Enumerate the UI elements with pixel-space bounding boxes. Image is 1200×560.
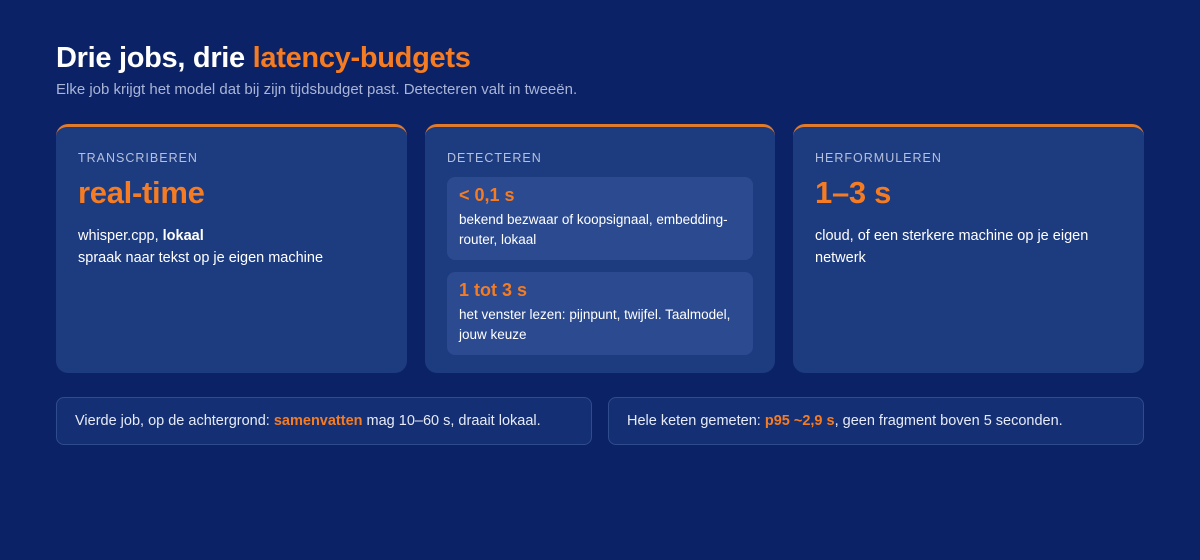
note-chain-measured: Hele keten gemeten: p95 ~2,9 s, geen fra… [608, 397, 1144, 445]
title-prefix: Drie jobs, drie [56, 42, 253, 74]
title-accent: latency-budgets [252, 42, 471, 74]
desc-prefix: whisper.cpp, [78, 228, 163, 244]
card-eyebrow: HERFORMULEREN [815, 151, 942, 165]
sub-card-value: < 0,1 s [459, 185, 515, 205]
card-herformuleren: HERFORMULEREN 1–3 s cloud, of een sterke… [793, 124, 1144, 373]
desc-line2: spraak naar tekst op je eigen machine [78, 250, 324, 266]
desc-bold: lokaal [162, 228, 204, 244]
sub-card-description: bekend bezwaar of koopsignaal, embedding… [459, 212, 728, 247]
sub-card-fast: < 0,1 s bekend bezwaar of koopsignaal, e… [447, 177, 753, 260]
page-subtitle: Elke job krijgt het model dat bij zijn t… [56, 81, 578, 98]
card-description: whisper.cpp, lokaal spraak naar tekst op… [78, 225, 385, 269]
card-transcriberen: TRANSCRIBEREN real-time whisper.cpp, lok… [56, 124, 407, 373]
sub-card-slow: 1 tot 3 s het venster lezen: pijnpunt, t… [447, 272, 753, 355]
note-prefix: Hele keten gemeten: [627, 413, 765, 429]
card-eyebrow: DETECTEREN [447, 151, 542, 165]
card-description: cloud, of een sterkere machine op je eig… [815, 228, 1089, 266]
card-eyebrow: TRANSCRIBEREN [78, 151, 198, 165]
page-title: Drie jobs, drie latency-budgets [56, 42, 471, 75]
note-highlight: samenvatten [273, 413, 363, 429]
card-value: real-time [78, 175, 205, 210]
note-summarize: Vierde job, op de achtergrond: samenvatt… [56, 397, 592, 445]
note-prefix: Vierde job, op de achtergrond: [75, 413, 274, 429]
card-detecteren: DETECTEREN < 0,1 s bekend bezwaar of koo… [425, 124, 775, 373]
sub-card-description: het venster lezen: pijnpunt, twijfel. Ta… [459, 307, 731, 342]
card-value: 1–3 s [815, 175, 892, 210]
note-highlight: p95 ~2,9 s [764, 413, 835, 429]
note-suffix: mag 10–60 s, draait lokaal. [362, 413, 541, 429]
sub-card-value: 1 tot 3 s [459, 280, 528, 300]
note-suffix: , geen fragment boven 5 seconden. [834, 413, 1063, 429]
